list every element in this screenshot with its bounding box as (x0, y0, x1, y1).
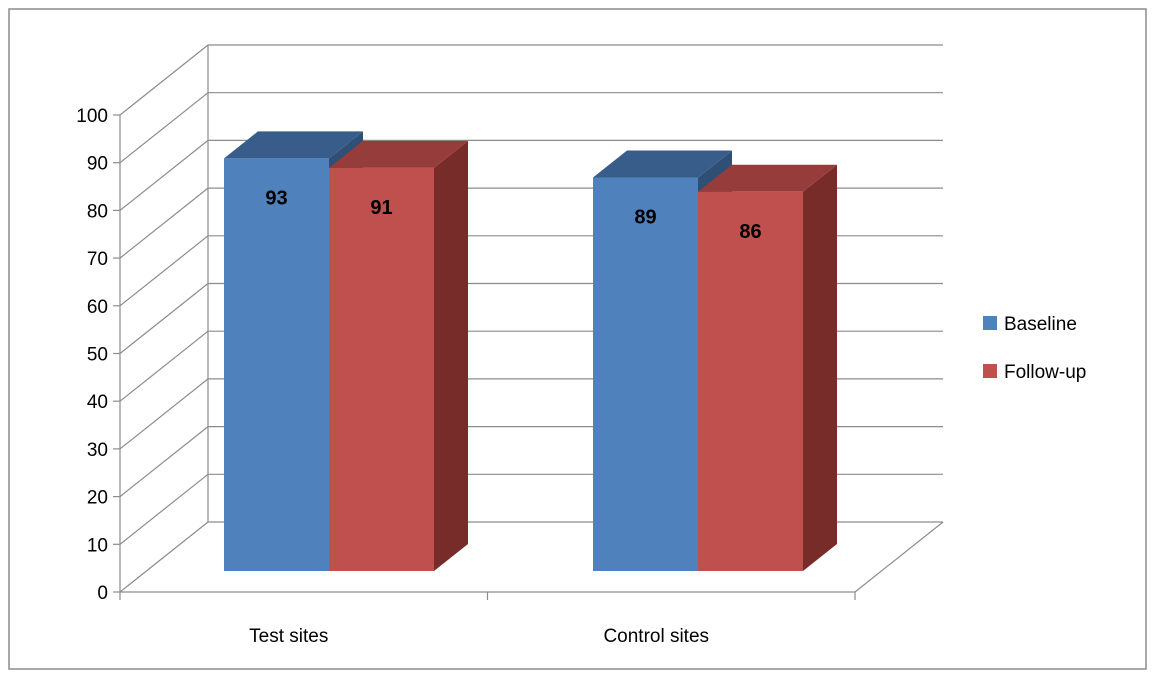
bar-top (593, 150, 732, 178)
bar-front (698, 191, 803, 571)
bar (698, 164, 837, 571)
y-tick-label: 50 (87, 345, 108, 366)
data-labels: 93 91 89 86 (265, 187, 761, 242)
bar-front (224, 158, 329, 571)
y-tick-label: 40 (87, 392, 108, 413)
y-tick-label: 0 (97, 583, 108, 604)
y-tick-label: 60 (87, 297, 108, 318)
y-tick-label: 10 (87, 535, 108, 556)
bar-side (803, 164, 837, 571)
bar-top (329, 140, 468, 168)
y-tick-label: 100 (76, 106, 108, 127)
bar-top (224, 131, 363, 159)
bar-front (593, 177, 698, 571)
legend-swatch (983, 316, 997, 330)
data-label: 86 (739, 221, 761, 243)
x-tick-label: Control sites (603, 626, 709, 647)
legend: Baseline Follow-up (983, 314, 1086, 383)
y-tick-label: 80 (87, 201, 108, 222)
legend-label: Follow-up (1004, 362, 1086, 383)
legend-label: Baseline (1004, 314, 1077, 335)
bars (224, 131, 837, 571)
x-tick-label: Test sites (249, 626, 328, 647)
chart-border (8, 8, 1147, 670)
y-tick-label: 70 (87, 249, 108, 270)
data-label: 91 (370, 197, 392, 219)
data-label: 89 (634, 206, 656, 228)
bar-front (329, 167, 434, 571)
floor-edge (854, 521, 944, 593)
axes: 0 10 20 30 40 50 60 70 80 90 100 Test sites Control … (76, 106, 856, 647)
data-label: 93 (265, 187, 287, 209)
bar-top (698, 164, 837, 192)
legend-swatch (983, 364, 997, 378)
bar (329, 140, 468, 571)
y-tick-label: 30 (87, 440, 108, 461)
bar-side (434, 140, 468, 571)
gridlines (119, 44, 944, 593)
y-tick-label: 20 (87, 488, 108, 509)
y-tick-label: 90 (87, 154, 108, 175)
